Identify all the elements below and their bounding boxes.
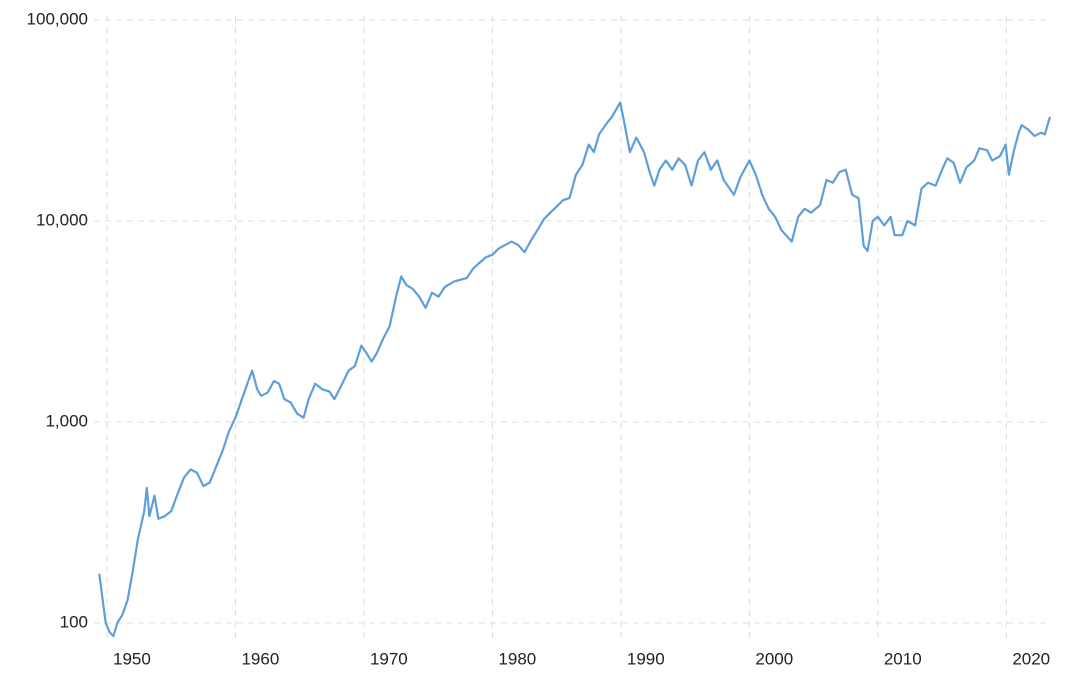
x-tick-label: 1980 — [498, 650, 536, 669]
line-series — [98, 101, 1052, 638]
x-tick-label: 2000 — [755, 650, 793, 669]
x-tick-label: 2010 — [884, 650, 922, 669]
y-tick-label: 10,000 — [36, 210, 88, 229]
x-tick-label: 1950 — [113, 650, 151, 669]
x-tick-label: 1970 — [370, 650, 408, 669]
x-tick-label: 1990 — [627, 650, 665, 669]
y-tick-label: 100,000 — [27, 9, 88, 28]
x-tick-label: 2020 — [1012, 650, 1050, 669]
y-tick-label: 100 — [60, 612, 88, 631]
y-tick-label: 1,000 — [45, 411, 88, 430]
x-tick-label: 1960 — [241, 650, 279, 669]
